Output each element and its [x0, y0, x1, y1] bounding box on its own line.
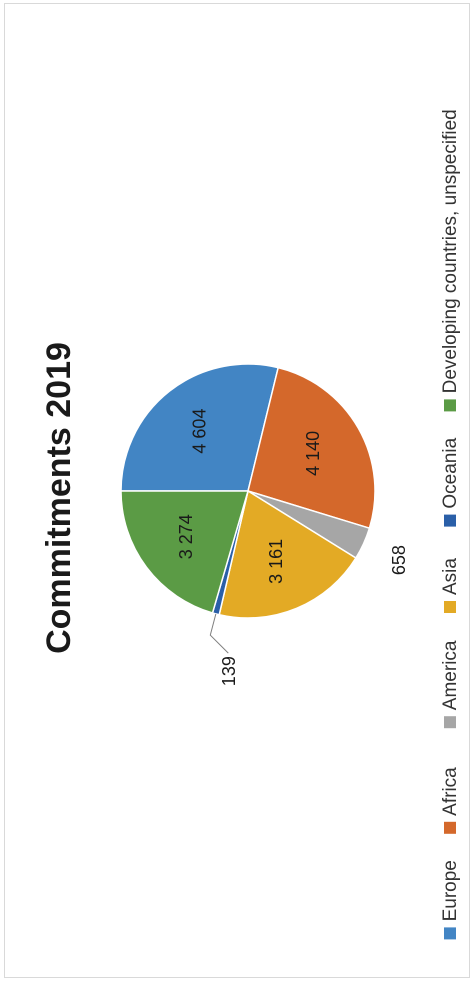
legend-label-developing-countries-unspecified: Developing countries, unspecified	[440, 109, 461, 393]
legend-swatch-africa	[444, 821, 456, 834]
legend-label-asia: Asia	[440, 558, 461, 595]
legend-label-oceania: Oceania	[440, 437, 461, 508]
legend-swatch-developing-countries-unspecified	[444, 399, 456, 412]
legend-swatch-asia	[444, 601, 456, 613]
legend-label-europe: Europe	[440, 860, 461, 921]
data-label-asia: 3 161	[266, 539, 286, 584]
data-label-developing-countries-unspecified: 3 274	[176, 514, 196, 559]
data-label-africa: 4 140	[303, 431, 323, 476]
legend-swatch-europe	[444, 927, 456, 940]
pie-slice-developing-countries-unspecified	[120, 490, 249, 614]
leader-line-oceania	[209, 613, 229, 654]
pie-slice-asia	[218, 489, 357, 619]
pie-slice-africa	[247, 366, 376, 530]
data-label-oceania: 139	[219, 656, 239, 686]
legend-swatch-oceania	[444, 514, 456, 527]
chart-title: Commitments 2019	[40, 342, 78, 654]
legend-label-america: America	[440, 640, 461, 710]
data-label-america: 658	[389, 545, 409, 575]
legend-swatch-america	[444, 716, 456, 729]
pie-slice-europe	[120, 363, 280, 492]
legend-label-africa: Africa	[440, 767, 461, 816]
data-label-europe: 4 604	[190, 409, 210, 454]
